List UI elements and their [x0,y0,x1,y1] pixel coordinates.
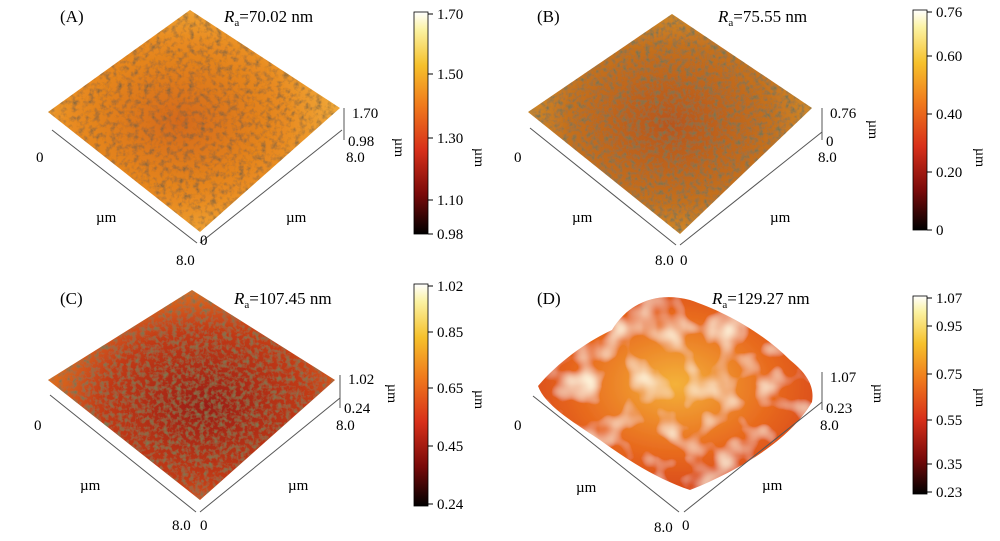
colorbar-tick: 0.45 [437,439,463,455]
colorbar-tick: 0.55 [936,413,962,429]
colorbar-tick: 0.24 [437,497,464,513]
colorbar-tick: 1.10 [437,193,463,209]
colorbar-tick: 0.76 [936,5,963,21]
x-max: 8.0 [655,253,674,269]
z-unit: µm [870,384,885,403]
z-min: 0.23 [826,401,852,417]
y-unit: µm [288,478,309,494]
surface-3d [48,10,340,232]
x-unit: µm [576,480,597,496]
roughness-label: Ra=129.27 nm [711,289,810,311]
z-min: 0.98 [348,134,374,150]
roughness-label: Ra=75.55 nm [717,7,807,29]
roughness-label: Ra=70.02 nm [223,7,313,29]
panel-label: (D) [537,289,561,308]
colorbar-tick: 1.50 [437,67,463,83]
y-origin: 0 [680,253,688,269]
y-unit: µm [770,210,791,226]
y-max: 8.0 [336,418,355,434]
panel-label: (A) [60,7,84,26]
x-unit: µm [80,478,101,494]
panel-a: (A) Ra=70.02 nm 0 µm 8.0 0 µm 8.0 1.70 0… [36,7,486,269]
colorbar-tick: 0.95 [936,319,962,335]
y-axis [199,397,341,513]
surface-3d [538,297,813,490]
colorbar [413,283,429,507]
z-min: 0.24 [344,401,371,417]
surface-3d [528,14,812,234]
colorbar-unit: µm [471,390,486,409]
colorbar-tick: 1.07 [936,291,963,307]
colorbar-tick: 0.40 [936,107,962,123]
y-unit: µm [762,478,783,494]
z-unit: µm [384,384,399,403]
colorbar [912,295,928,495]
colorbar-unit: µm [471,148,486,167]
roughness-label: Ra=107.45 nm [233,289,332,311]
x-origin: 0 [514,418,522,434]
colorbar-tick: 0.65 [437,381,463,397]
y-axis [199,129,343,244]
y-axis [679,131,823,246]
y-unit: µm [286,210,307,226]
colorbar-unit: µm [972,148,987,167]
x-unit: µm [572,210,593,226]
panel-label: (C) [60,289,83,308]
y-max: 8.0 [818,150,837,166]
panel-d: (D) Ra=129.27 nm 0 µm 8.0 0 µm 8.0 1.07 … [514,289,987,536]
z-unit: µm [865,120,880,139]
z-max: 1.07 [830,370,857,386]
colorbar-tick: 0.35 [936,457,962,473]
colorbar-unit: µm [972,388,987,407]
x-origin: 0 [34,418,42,434]
colorbar [413,11,429,235]
colorbar-tick: 1.02 [437,279,463,295]
colorbar-tick: 0.60 [936,49,962,65]
panel-label: (B) [537,7,560,26]
colorbar-tick: 0.98 [437,227,463,243]
x-max: 8.0 [176,253,195,269]
colorbar-tick: 0.85 [437,325,463,341]
colorbar-tick: 1.30 [437,131,463,147]
x-origin: 0 [36,150,44,166]
surface-3d [48,290,335,500]
y-origin: 0 [682,518,690,534]
colorbar-tick: 0.23 [936,485,962,501]
z-unit: µm [391,138,406,157]
panel-c: (C) Ra=107.45 nm 0 µm 8.0 0 µm 8.0 1.02 … [34,279,486,534]
x-max: 8.0 [654,520,673,536]
x-axis [49,394,197,513]
colorbar-tick: 0.20 [936,165,962,181]
z-max: 1.70 [352,106,378,122]
x-unit: µm [96,210,117,226]
y-max: 8.0 [820,418,839,434]
z-max: 1.02 [348,372,374,388]
y-origin: 0 [200,233,208,249]
colorbar-tick: 1.70 [437,7,463,23]
x-axis [532,395,680,513]
y-axis [683,401,823,513]
y-max: 8.0 [346,150,365,166]
z-min: 0 [826,134,834,150]
colorbar [912,9,928,231]
x-max: 8.0 [172,518,191,534]
panel-b: (B) Ra=75.55 nm 0 µm 8.0 0 µm 8.0 0.76 0… [514,5,987,269]
z-max: 0.76 [830,106,857,122]
colorbar-tick: 0 [936,223,944,239]
x-origin: 0 [514,150,522,166]
x-axis [529,127,677,246]
colorbar-tick: 0.75 [936,367,962,383]
y-origin: 0 [200,518,208,534]
x-axis [51,129,198,244]
